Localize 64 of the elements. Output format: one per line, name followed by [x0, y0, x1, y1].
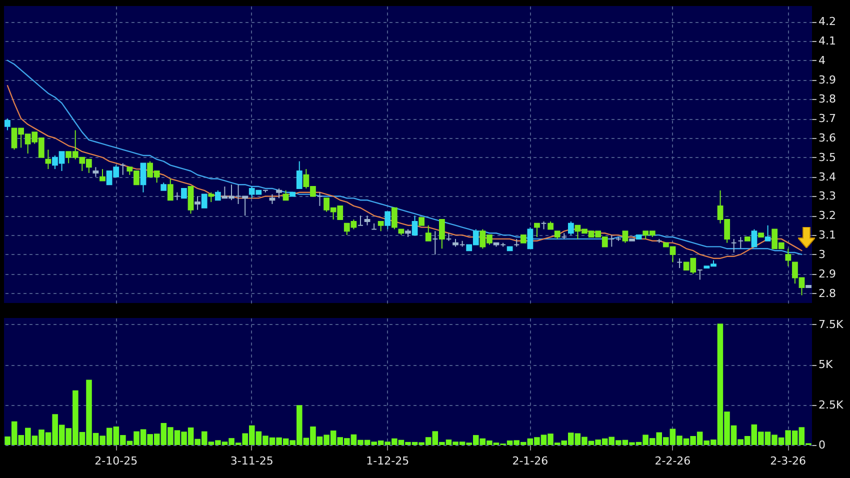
candlestick: [568, 220, 574, 236]
candlestick: [296, 160, 302, 189]
candlestick: [364, 215, 370, 226]
y-tick-label: 3.2: [818, 209, 836, 222]
candlestick: [425, 224, 432, 242]
y-tick-label: 5K: [818, 358, 834, 372]
candlestick: [751, 228, 758, 248]
x-tick-label: 3-11-25: [230, 454, 274, 468]
candlestick: [358, 215, 364, 226]
y-tick-label: 7.5K: [818, 318, 844, 331]
x-tick-label: 2-2-26: [654, 454, 691, 468]
candlestick: [378, 220, 384, 232]
y-tick-label: 0: [818, 438, 826, 452]
candlestick: [100, 168, 106, 182]
candlestick: [269, 194, 276, 204]
candlestick: [140, 162, 146, 193]
candlestick: [622, 230, 628, 244]
x-tick-label: 2-10-25: [94, 454, 138, 468]
y-tick-label: 3: [818, 248, 826, 261]
y-tick-label: 3.6: [818, 132, 836, 144]
candlestick: [276, 188, 282, 199]
x-tick-label: 1-12-25: [366, 454, 410, 468]
y-tick-label: 3.5: [818, 150, 836, 164]
candlestick: [208, 192, 214, 203]
y-tick-label: 3.4: [818, 170, 836, 184]
candlestick: [764, 224, 771, 242]
candlestick: [608, 234, 615, 248]
candlestick: [194, 196, 200, 210]
candlestick: [282, 190, 289, 201]
y-tick-label: 3.7: [818, 112, 836, 126]
candlestick: [4, 118, 10, 131]
y-tick-label: 3.9: [818, 73, 836, 86]
y-tick-label: 4.2: [818, 15, 836, 28]
candlestick: [188, 186, 194, 214]
candlestick: [534, 222, 540, 238]
y-tick-label: 4.1: [818, 34, 836, 48]
candlestick: [730, 238, 737, 254]
candlestick: [181, 188, 187, 199]
candlestick: [92, 166, 99, 178]
candlestick: [785, 248, 792, 267]
candlestick: [120, 162, 126, 176]
candlestick: [446, 232, 452, 242]
candlestick: [738, 236, 744, 250]
candlestick: [384, 211, 391, 230]
y-tick-label: 2.8: [818, 286, 836, 300]
candlestick: [391, 207, 398, 230]
candlestick: [432, 230, 438, 255]
candlestick: [167, 178, 174, 201]
x-tick-label: 2-1-26: [512, 454, 548, 468]
y-tick-label: 3.3: [818, 190, 836, 203]
candlestick: [527, 226, 534, 250]
x-tick-label: 2-3-26: [770, 454, 806, 468]
candlestick: [696, 270, 703, 280]
candlestick: [412, 215, 418, 236]
candlestick: [676, 258, 682, 269]
y-tick-label: 2.5K: [818, 398, 844, 412]
y-tick-label: 3.1: [818, 228, 836, 242]
candlestick: [439, 219, 445, 250]
y-tick-label: 2.9: [818, 267, 836, 280]
y-tick-label: 3.8: [818, 92, 836, 106]
candlestick: [214, 190, 221, 201]
candlestick: [316, 192, 323, 206]
candlestick: [201, 194, 208, 208]
y-tick-label: 4: [818, 54, 826, 67]
